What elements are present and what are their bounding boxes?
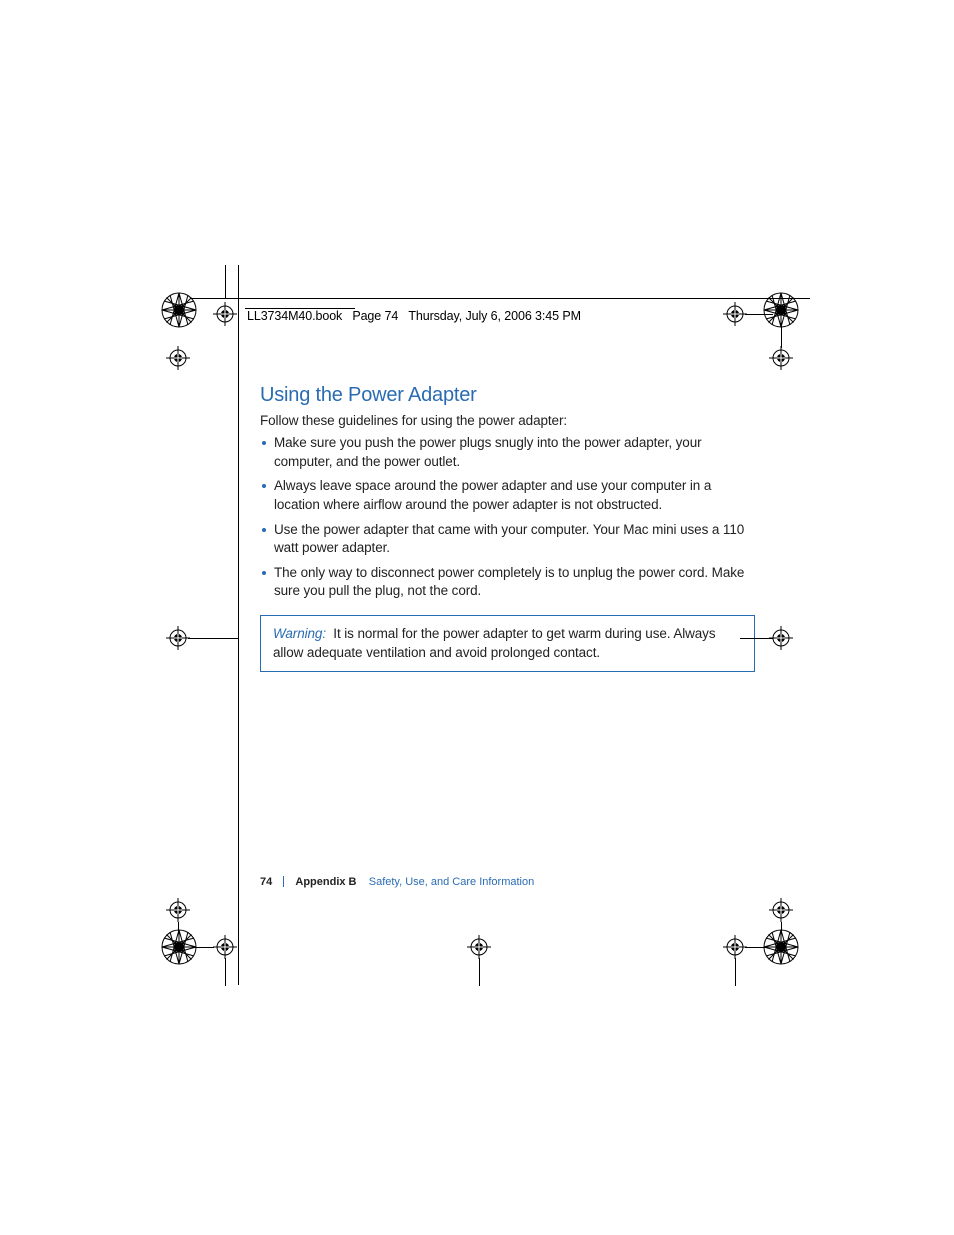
bullet-list: Make sure you push the power plugs snugl… xyxy=(260,434,755,601)
crosshair-mark-icon xyxy=(166,346,190,370)
print-frame-top-line xyxy=(190,298,810,299)
book-filename: LL3734M40.book xyxy=(247,309,342,323)
page-header: LL3734M40.book Page 74 Thursday, July 6,… xyxy=(247,308,581,326)
crop-tick xyxy=(735,958,736,986)
crosshair-mark-icon xyxy=(769,346,793,370)
section-intro: Follow these guidelines for using the po… xyxy=(260,413,755,428)
registration-mark-icon xyxy=(161,292,197,328)
registration-mark-icon xyxy=(763,292,799,328)
crop-tick xyxy=(225,265,226,298)
crosshair-mark-icon xyxy=(769,898,793,922)
footer-divider xyxy=(283,876,284,887)
crop-tick xyxy=(188,638,238,639)
crosshair-mark-icon xyxy=(166,898,190,922)
list-item: Use the power adapter that came with you… xyxy=(260,521,755,558)
crosshair-mark-icon xyxy=(213,302,237,326)
crop-tick xyxy=(781,922,782,932)
page-content: Using the Power Adapter Follow these gui… xyxy=(260,384,755,672)
crosshair-mark-icon xyxy=(723,302,747,326)
print-frame-left-line xyxy=(238,265,239,985)
crosshair-mark-icon xyxy=(213,935,237,959)
warning-label: Warning: xyxy=(273,626,326,641)
crosshair-mark-icon xyxy=(723,935,747,959)
appendix-label: Appendix B xyxy=(295,876,356,888)
warning-box: Warning: It is normal for the power adap… xyxy=(260,615,755,672)
list-item: Always leave space around the power adap… xyxy=(260,477,755,514)
registration-mark-icon xyxy=(763,929,799,965)
page-timestamp: Thursday, July 6, 2006 3:45 PM xyxy=(408,309,581,323)
crop-tick xyxy=(740,638,773,639)
crop-tick xyxy=(745,314,773,315)
crop-tick xyxy=(225,958,226,986)
crop-tick xyxy=(192,947,214,948)
crosshair-mark-icon xyxy=(467,935,491,959)
crop-tick xyxy=(781,326,782,348)
page-footer: 74 Appendix B Safety, Use, and Care Info… xyxy=(260,876,534,888)
crosshair-mark-icon xyxy=(166,626,190,650)
page-info: Page 74 xyxy=(352,309,398,323)
section-heading: Using the Power Adapter xyxy=(260,384,755,407)
crop-tick xyxy=(479,958,480,986)
warning-text: It is normal for the power adapter to ge… xyxy=(273,626,715,660)
crop-tick xyxy=(178,922,179,932)
appendix-title: Safety, Use, and Care Information xyxy=(369,876,535,888)
crop-tick xyxy=(745,947,767,948)
page-number: 74 xyxy=(260,876,272,888)
list-item: Make sure you push the power plugs snugl… xyxy=(260,434,755,471)
list-item: The only way to disconnect power complet… xyxy=(260,564,755,601)
